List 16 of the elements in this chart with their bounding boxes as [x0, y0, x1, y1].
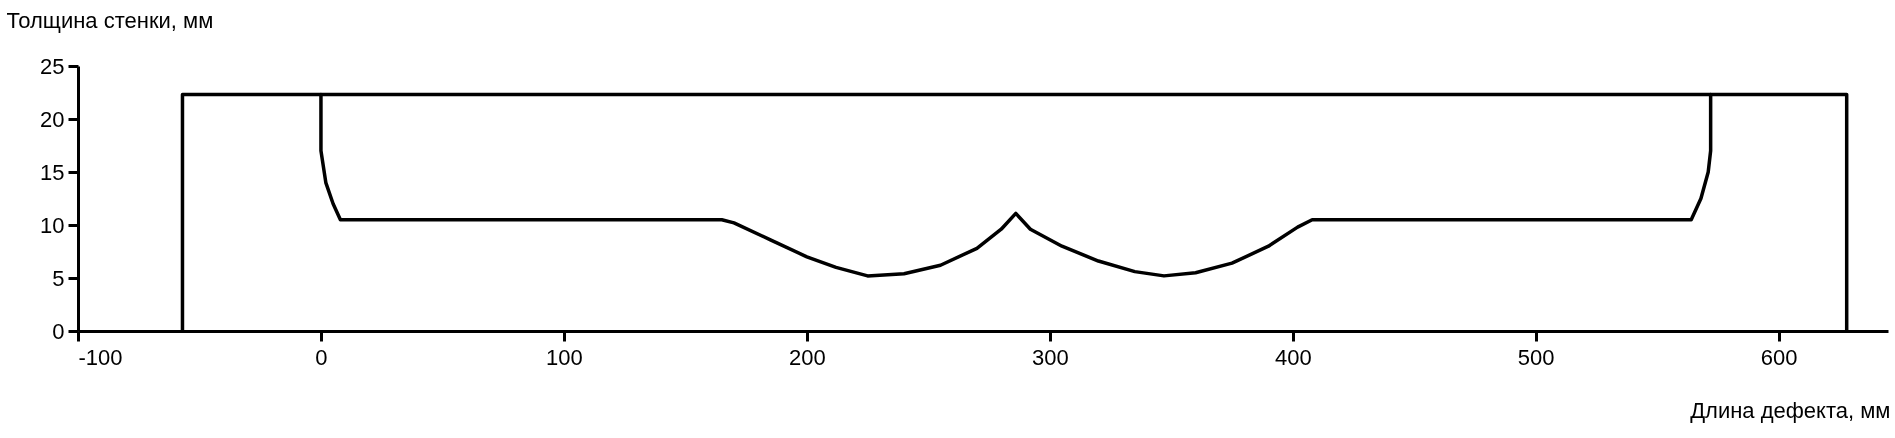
y-axis-title: Толщина стенки, мм: [6, 7, 214, 33]
x-tick-label: 200: [789, 344, 826, 370]
y-tick-label: 5: [52, 265, 65, 291]
x-tick-label: 600: [1760, 344, 1798, 370]
y-tick-label: 10: [40, 212, 65, 238]
x-axis-title: Длина дефекта, мм: [1690, 397, 1891, 423]
x-tick-label: 0: [315, 344, 328, 370]
x-tick-label: 500: [1517, 344, 1555, 370]
y-tick-label: 20: [40, 106, 65, 132]
x-tick-label: 400: [1274, 344, 1312, 370]
y-tick-label: 0: [52, 318, 65, 344]
x-tick-label: -100: [78, 344, 123, 370]
x-tick-label: 100: [546, 344, 583, 370]
y-tick-label: 15: [40, 159, 65, 185]
x-tick-label: 300: [1031, 344, 1069, 370]
y-tick-label: 25: [40, 53, 65, 79]
